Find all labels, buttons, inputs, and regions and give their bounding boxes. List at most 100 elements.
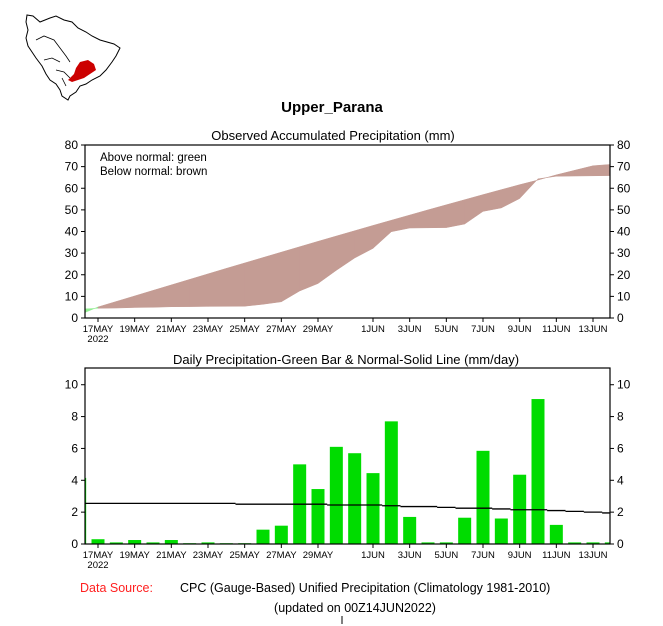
- daily-precip-bar: [146, 542, 160, 544]
- accumulated-diff-segment: [116, 295, 135, 309]
- daily-xtick-label: 25MAY: [229, 550, 260, 561]
- daily-ytick-label-left: 10: [65, 378, 79, 392]
- accumulated-ytick-label-right: 80: [617, 138, 631, 152]
- accumulated-ytick-label-right: 70: [617, 160, 631, 174]
- accumulated-ytick-label-right: 40: [617, 225, 631, 239]
- accumulated-diff-segment: [207, 268, 227, 307]
- daily-precip-bar: [604, 542, 610, 544]
- accumulated-xtick-label: 25MAY: [229, 324, 260, 335]
- accumulated-ytick-label-right: 30: [617, 246, 631, 260]
- daily-precip-bar: [274, 525, 288, 544]
- daily-precip-bar: [311, 489, 325, 544]
- accumulated-ytick-label-left: 20: [65, 268, 79, 282]
- daily-ytick-label-left: 2: [71, 505, 78, 519]
- accumulated-diff-segment: [262, 251, 282, 305]
- daily-ytick-label-left: 8: [71, 410, 78, 424]
- accumulated-diff-segment: [501, 184, 520, 209]
- accumulated-ytick-label-right: 10: [617, 289, 631, 303]
- daily-precip-bar: [109, 542, 123, 544]
- accumulated-chart: Observed Accumulated Precipitation (mm) …: [65, 128, 631, 345]
- south-america-outline: [25, 14, 121, 101]
- accumulated-xtick-label: 27MAY: [266, 324, 297, 335]
- accumulated-diff-segment: [391, 214, 410, 233]
- daily-precip-bar: [421, 542, 435, 544]
- daily-xtick-label: 23MAY: [193, 550, 224, 561]
- region-title: Upper_Parana: [281, 99, 383, 116]
- accumulated-diff-segment: [519, 178, 539, 200]
- daily-xtick-year: 2022: [87, 560, 108, 571]
- daily-ytick-label-right: 10: [617, 378, 631, 392]
- basin-highlight: [68, 60, 96, 82]
- accumulated-ytick-label-left: 60: [65, 181, 79, 195]
- accumulated-xtick-label: 19MAY: [119, 324, 150, 335]
- daily-ytick-label-left: 4: [71, 473, 78, 487]
- accumulated-diff-segment: [537, 174, 557, 181]
- accumulated-ytick-label-right: 0: [617, 311, 624, 325]
- daily-ytick-label-right: 6: [617, 441, 624, 455]
- accumulated-diff-segment: [409, 209, 429, 229]
- daily-chart: Daily Precipitation-Green Bar & Normal-S…: [65, 352, 631, 571]
- daily-precip-bar: [91, 539, 105, 544]
- daily-xtick-label: 17MAY: [83, 550, 114, 561]
- accumulated-xtick-year: 2022: [87, 334, 108, 345]
- accumulated-diff-segment: [244, 257, 264, 307]
- daily-precip-bar: [549, 524, 563, 544]
- daily-chart-title: Daily Precipitation-Green Bar & Normal-S…: [173, 352, 519, 367]
- accumulated-xtick-label: 23MAY: [193, 324, 224, 335]
- accumulated-diff-segment: [299, 241, 319, 292]
- accumulated-ytick-label-right: 50: [617, 203, 631, 217]
- daily-ytick-label-right: 4: [617, 473, 624, 487]
- accumulated-diff-segment: [152, 284, 172, 308]
- accumulated-xtick-label: 9JUN: [508, 324, 532, 335]
- accumulated-xtick-label: 21MAY: [156, 324, 187, 335]
- accumulated-diff-segment: [281, 246, 300, 303]
- accumulated-diff-segment: [134, 290, 154, 308]
- accumulated-xtick-label: 13JUN: [578, 324, 607, 335]
- accumulated-xtick-label: 17MAY: [83, 324, 114, 335]
- daily-precip-bar: [201, 542, 215, 544]
- data-source-label: Data Source:: [80, 581, 153, 595]
- daily-xtick-label: 5JUN: [434, 550, 458, 561]
- locator-map: [25, 14, 121, 101]
- daily-precip-bar: [403, 516, 417, 544]
- accumulated-ytick-label-right: 60: [617, 181, 631, 195]
- daily-precip-bar: [164, 540, 178, 544]
- accumulated-diff-segment: [171, 279, 190, 308]
- accumulated-ytick-label-left: 40: [65, 225, 79, 239]
- accumulated-ytick-label-left: 0: [71, 311, 78, 325]
- daily-xtick-label: 11JUN: [542, 550, 570, 561]
- daily-precip-bar: [568, 542, 582, 544]
- accumulated-xtick-label: 3JUN: [398, 324, 422, 335]
- daily-xtick-label: 7JUN: [471, 550, 495, 561]
- daily-ytick-label-right: 8: [617, 410, 624, 424]
- daily-precip-bar: [531, 399, 545, 544]
- daily-precip-bar: [348, 453, 362, 544]
- accumulated-diff-segment: [97, 301, 117, 309]
- accumulated-ytick-label-left: 70: [65, 160, 79, 174]
- daily-xtick-label: 3JUN: [398, 550, 422, 561]
- legend-below: Below normal: brown: [100, 166, 207, 178]
- accumulated-diff-segment: [464, 194, 484, 225]
- accumulated-diff-segment: [446, 199, 465, 228]
- accumulated-diff-segment: [189, 273, 209, 307]
- daily-precip-bar: [366, 473, 380, 544]
- accumulated-ytick-label-left: 50: [65, 203, 79, 217]
- accumulated-xtick-label: 11JUN: [542, 324, 570, 335]
- accumulated-diff-segment: [556, 169, 575, 177]
- daily-ytick-label-left: 6: [71, 441, 78, 455]
- daily-xtick-label: 1JUN: [361, 550, 385, 561]
- normal-line: [85, 502, 610, 514]
- daily-ytick-label-left: 0: [71, 537, 78, 551]
- daily-xtick-label: 27MAY: [266, 550, 297, 561]
- daily-precip-bar: [439, 542, 453, 544]
- daily-xtick-label: 19MAY: [119, 550, 150, 561]
- legend-above: Above normal: green: [100, 152, 207, 164]
- daily-plot-frame: [84, 367, 611, 545]
- accumulated-diff-segment: [574, 165, 594, 177]
- daily-precip-bar: [476, 450, 490, 544]
- accumulated-xtick-label: 5JUN: [434, 324, 458, 335]
- daily-precip-bar: [458, 517, 472, 544]
- accumulated-xtick-label: 1JUN: [361, 324, 385, 335]
